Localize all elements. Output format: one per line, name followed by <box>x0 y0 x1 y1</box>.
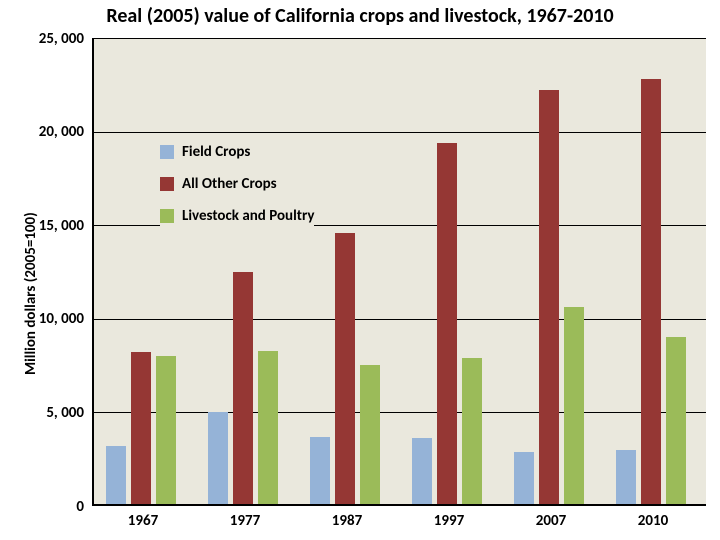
bar-field-crops <box>412 438 432 504</box>
bar-livestock-and-poultry <box>156 356 176 504</box>
bar-all-other-crops <box>233 272 253 504</box>
bar-field-crops <box>106 446 126 504</box>
gridline <box>94 319 706 320</box>
legend-swatch <box>160 209 174 223</box>
bar-all-other-crops <box>437 143 457 504</box>
bar-livestock-and-poultry <box>360 365 380 504</box>
bar-field-crops <box>310 437 330 504</box>
x-tick-label: 1987 <box>296 512 398 530</box>
x-tick-label: 2010 <box>602 512 704 530</box>
legend-label: All Other Crops <box>182 175 277 193</box>
bar-field-crops <box>208 412 228 504</box>
bar-all-other-crops <box>539 90 559 504</box>
y-tick-label: 0 <box>0 498 84 516</box>
bar-all-other-crops <box>131 352 151 504</box>
plot-area <box>92 38 706 506</box>
gridline <box>94 38 706 39</box>
x-tick-label: 1967 <box>92 512 194 530</box>
bar-field-crops <box>514 452 534 504</box>
legend-item: All Other Crops <box>160 175 314 193</box>
y-tick-label: 10, 000 <box>0 310 84 328</box>
gridline <box>94 412 706 413</box>
y-tick-label: 5, 000 <box>0 404 84 422</box>
bar-all-other-crops <box>641 79 661 504</box>
legend-item: Field Crops <box>160 143 314 161</box>
legend: Field Crops All Other Crops Livestock and … <box>160 143 314 239</box>
x-tick-label: 2007 <box>500 512 602 530</box>
legend-swatch <box>160 177 174 191</box>
bar-livestock-and-poultry <box>666 337 686 504</box>
x-tick-label: 1997 <box>398 512 500 530</box>
legend-label: Field Crops <box>182 143 250 161</box>
y-tick-label: 15, 000 <box>0 217 84 235</box>
chart-title: Real (2005) value of California crops an… <box>0 4 720 28</box>
bar-livestock-and-poultry <box>462 358 482 504</box>
y-tick-label: 25, 000 <box>0 30 84 48</box>
legend-label: Livestock and Poultry <box>182 207 314 225</box>
legend-item: Livestock and Poultry <box>160 207 314 225</box>
bar-all-other-crops <box>335 233 355 504</box>
gridline <box>94 132 706 133</box>
bar-livestock-and-poultry <box>564 307 584 504</box>
x-tick-label: 1977 <box>194 512 296 530</box>
bar-field-crops <box>616 450 636 504</box>
legend-swatch <box>160 145 174 159</box>
y-tick-label: 20, 000 <box>0 123 84 141</box>
bar-livestock-and-poultry <box>258 351 278 505</box>
y-axis-label: Million dollars (2005=100) <box>22 212 40 375</box>
